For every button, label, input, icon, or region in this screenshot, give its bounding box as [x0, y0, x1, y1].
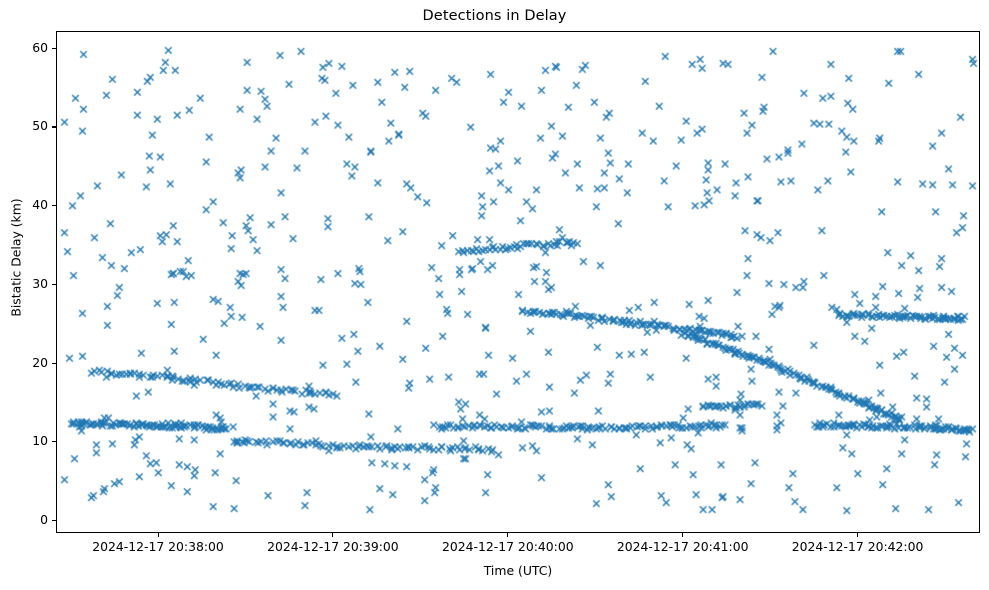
- y-tick-mark: [52, 283, 56, 285]
- x-tick-mark: [332, 533, 334, 537]
- x-tick-label: 2024-12-17 20:38:00: [92, 539, 224, 554]
- x-tick-label: 2024-12-17 20:42:00: [791, 539, 924, 554]
- x-tick-mark: [682, 533, 684, 537]
- chart-title: Detections in Delay: [422, 8, 567, 24]
- x-tick-mark: [157, 533, 159, 537]
- y-tick-mark: [52, 441, 56, 443]
- x-tick-mark: [507, 533, 509, 537]
- y-tick-label: 30: [32, 275, 48, 291]
- y-tick-mark: [52, 362, 56, 364]
- plot-axes: [56, 31, 980, 533]
- y-tick-mark: [52, 47, 56, 49]
- x-tick-mark: [857, 533, 859, 537]
- y-tick-label: 50: [32, 118, 48, 134]
- y-tick-mark: [52, 205, 56, 207]
- y-tick-mark: [52, 126, 56, 128]
- x-axis-label: Time (UTC): [483, 563, 553, 578]
- x-tick-label: 2024-12-17 20:40:00: [441, 539, 574, 554]
- y-tick-label: 40: [32, 197, 48, 213]
- scatter-plot-canvas: [57, 32, 979, 532]
- y-tick-label: 20: [32, 354, 48, 370]
- y-tick-mark: [52, 519, 56, 521]
- y-tick-label: 0: [40, 511, 48, 527]
- x-tick-label: 2024-12-17 20:39:00: [267, 539, 399, 554]
- y-axis-label: Bistatic Delay (km): [8, 198, 24, 317]
- y-tick-label: 10: [32, 433, 48, 449]
- x-tick-label: 2024-12-17 20:41:00: [616, 539, 749, 554]
- y-tick-label: 60: [32, 39, 48, 55]
